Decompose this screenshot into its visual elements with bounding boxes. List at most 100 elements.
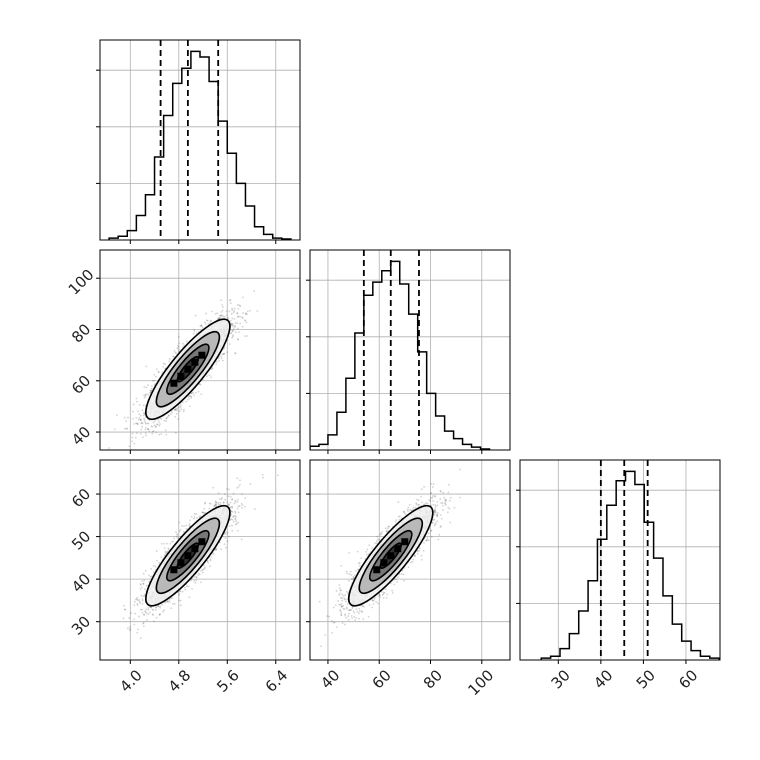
scatter-point [219,314,222,317]
scatter-point [234,517,237,520]
scatter-point [147,613,150,616]
scatter-point [142,572,145,575]
scatter-point [138,599,141,601]
scatter-point [226,531,229,534]
scatter-point [182,410,185,413]
scatter-point [129,626,131,628]
scatter-point [155,606,158,609]
scatter-point [200,324,203,326]
scatter-point [223,352,226,355]
scatter-point [215,503,218,506]
scatter-point [220,357,223,360]
scatter-point [198,573,201,576]
scatter-point [215,505,218,507]
scatter-point [178,593,181,595]
scatter-point [147,422,150,425]
scatter-point [232,329,235,332]
scatter-point [232,520,235,523]
scatter-point [150,389,153,392]
scatter-point [172,540,175,543]
scatter-point [246,310,249,313]
scatter-point [135,417,138,419]
scatter-point [228,535,230,538]
scatter-point [234,325,236,328]
scatter-point [245,321,248,324]
scatter-point [156,423,159,426]
scatter-point [179,405,182,407]
scatter-point [138,417,141,419]
scatter-point [199,581,202,584]
scatter-point [160,556,163,559]
scatter-point [153,373,156,376]
scatter-point [219,501,222,504]
scatter-point [140,419,142,421]
scatter-point [207,561,210,564]
scatter-point [152,430,155,433]
scatter-point [144,421,147,424]
scatter-point [143,579,146,582]
scatter-point [164,363,166,365]
scatter-point [168,599,171,601]
scatter-point [173,537,175,540]
scatter-point [177,418,180,421]
scatter-point [141,611,144,614]
scatter-point [163,609,166,612]
ticks [306,279,483,454]
scatter-point [136,423,139,426]
scatter-point [158,613,161,616]
scatter-point [212,486,215,489]
scatter-point [216,312,219,315]
scatter-point [215,501,217,504]
scatter-point [229,332,232,335]
scatter-point [132,403,135,406]
scatter-point [155,368,158,371]
scatter-point [178,410,181,413]
ticks [96,69,277,244]
scatter-point [144,395,147,398]
scatter-point [159,613,161,616]
scatter-point [222,359,224,362]
scatter-point [230,323,233,325]
scatter-point [139,588,142,590]
scatter-point [168,601,171,604]
scatter-point [199,515,202,518]
scatter-point [241,507,243,509]
scatter-point [221,497,223,499]
scatter-point [236,501,239,504]
scatter-point [178,348,181,351]
scatter-point [236,338,239,341]
scatter-point [154,419,156,422]
scatter-point [108,447,110,449]
scatter-point [143,419,146,422]
density-cell [170,379,178,387]
scatter-point [200,569,203,572]
scatter-point [241,504,244,507]
scatter-point [249,309,252,312]
scatter-point [161,603,163,606]
scatter-point [163,419,166,422]
scatter-point [256,310,259,312]
scatter-point [125,420,128,423]
scatter-point [276,474,279,477]
scatter-point [143,396,146,399]
scatter-point [237,505,240,508]
scatter-point [223,352,225,355]
scatter-point [222,306,224,308]
scatter-point [199,383,202,386]
scatter-point [157,370,160,373]
scatter-point [144,569,147,572]
scatter-point [213,504,216,507]
scatter-point [203,508,206,510]
scatter-point [123,416,126,419]
scatter-point [214,503,217,506]
scatter-point [226,540,229,542]
scatter-point [191,392,193,395]
scatter-point [147,428,149,431]
scatter-point [221,314,224,317]
scatter-point [126,627,129,630]
scatter-point [144,432,147,435]
scatter-point [227,503,230,506]
scatter-point [140,594,143,597]
scatter-point [192,391,194,394]
scatter-point [130,612,132,614]
